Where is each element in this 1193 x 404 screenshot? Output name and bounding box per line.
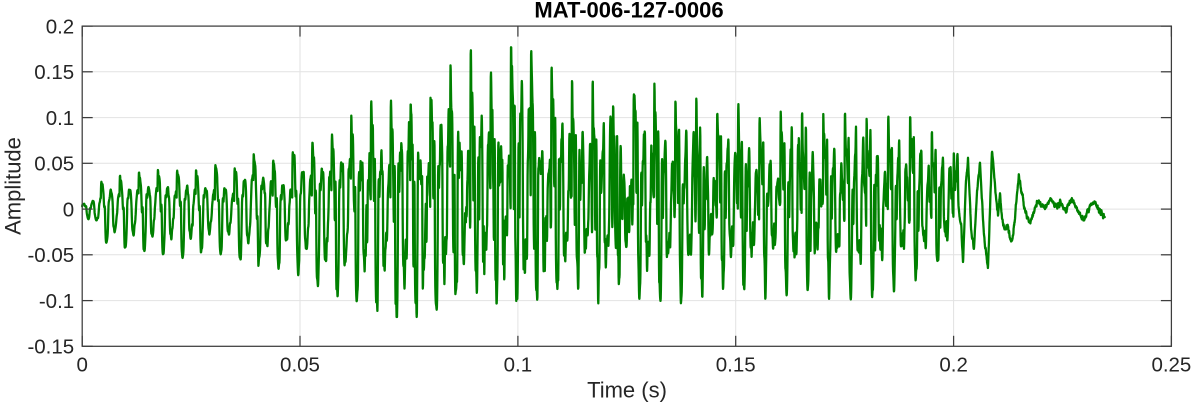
svg-text:0: 0 (76, 354, 87, 377)
svg-text:-0.15: -0.15 (27, 336, 74, 359)
svg-text:0.15: 0.15 (716, 354, 756, 377)
svg-text:0.15: 0.15 (34, 61, 74, 84)
svg-text:MAT-006-127-0006: MAT-006-127-0006 (534, 0, 723, 23)
svg-text:0: 0 (63, 199, 74, 222)
svg-text:0.2: 0.2 (46, 16, 75, 39)
svg-text:-0.05: -0.05 (27, 244, 74, 267)
svg-text:Amplitude: Amplitude (1, 137, 26, 235)
svg-text:0.1: 0.1 (504, 354, 533, 377)
svg-text:-0.1: -0.1 (39, 290, 74, 313)
svg-text:0.25: 0.25 (1151, 354, 1191, 377)
svg-text:0.2: 0.2 (939, 354, 968, 377)
svg-text:Time (s): Time (s) (587, 377, 667, 402)
svg-text:0.05: 0.05 (280, 354, 320, 377)
svg-text:0.1: 0.1 (46, 107, 75, 130)
svg-text:0.05: 0.05 (34, 153, 74, 176)
